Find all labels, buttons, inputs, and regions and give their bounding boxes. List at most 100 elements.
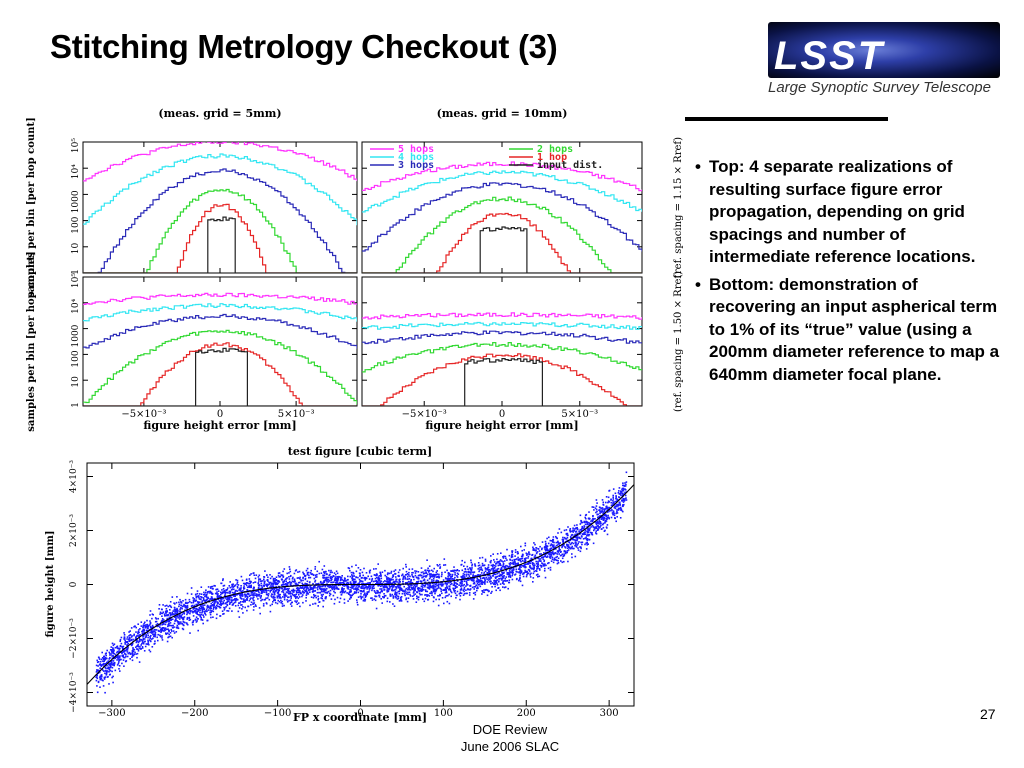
scatter-point — [236, 581, 239, 584]
scatter-point — [308, 574, 310, 577]
scatter-point — [198, 606, 201, 609]
scatter-point — [263, 585, 265, 588]
scatter-point — [508, 573, 510, 575]
scatter-point — [472, 598, 475, 600]
scatter-point — [437, 586, 440, 589]
scatter-point — [295, 583, 297, 586]
scatter-point — [389, 586, 391, 588]
scatter-point — [222, 597, 225, 600]
scatter-point — [313, 595, 316, 598]
scatter-point — [324, 588, 327, 590]
scatter-point — [228, 597, 230, 599]
scatter-point — [283, 587, 286, 589]
scatter-point — [305, 585, 308, 588]
scatter-point — [459, 581, 461, 584]
scatter-point — [478, 580, 480, 583]
scatter-point — [333, 572, 336, 574]
scatter-point — [341, 582, 344, 584]
scatter-point — [142, 642, 145, 645]
scatter-point — [496, 584, 499, 586]
scatter-point — [430, 592, 432, 594]
scatter-point — [559, 554, 562, 557]
scatter-point — [192, 599, 195, 602]
scatter-point — [548, 549, 550, 552]
scatter-point — [304, 582, 306, 585]
scatter-point — [348, 598, 351, 600]
scatter-point — [339, 597, 342, 600]
scatter-point — [120, 636, 123, 639]
scatter-point — [432, 579, 435, 582]
scatter-point — [298, 596, 301, 598]
scatter-point — [619, 492, 622, 495]
scatter-point — [274, 599, 276, 602]
scatter-point — [385, 580, 388, 583]
scatter-point — [339, 579, 342, 581]
scatter-point — [469, 571, 472, 574]
scatter-point — [586, 541, 588, 544]
x-axis-label: figure height error [mm] — [425, 419, 578, 432]
scatter-point — [597, 513, 599, 516]
scatter-point — [127, 652, 130, 655]
scatter-point — [275, 586, 277, 588]
scatter-point — [163, 628, 166, 631]
scatter-point — [434, 574, 436, 577]
scatter-point — [288, 578, 291, 580]
scatter-point — [509, 568, 511, 571]
scatter-point — [476, 578, 478, 580]
scatter-point — [140, 621, 143, 623]
scatter-point — [526, 554, 528, 556]
scatter-point — [276, 587, 278, 589]
scatter-point — [96, 685, 98, 687]
scatter-point — [498, 580, 500, 582]
scatter-point — [611, 509, 613, 511]
scatter-point — [392, 578, 394, 581]
scatter-point — [501, 571, 503, 573]
scatter-point — [455, 582, 457, 584]
scatter-point — [136, 639, 138, 642]
scatter-point — [340, 590, 342, 593]
scatter-point — [562, 541, 565, 543]
scatter-point — [538, 568, 541, 570]
scatter-point — [147, 634, 149, 637]
scatter-point — [453, 578, 455, 580]
scatter-point — [328, 586, 330, 589]
scatter-point — [182, 611, 185, 614]
scatter-point — [137, 643, 139, 646]
scatter-point — [252, 592, 254, 595]
scatter-point — [168, 616, 171, 619]
scatter-point — [373, 590, 376, 592]
scatter-point — [524, 565, 526, 568]
scatter-point — [489, 577, 492, 579]
scatter-point — [379, 571, 381, 574]
scatter-point — [407, 583, 409, 586]
scatter-point — [532, 567, 534, 570]
scatter-point — [272, 582, 275, 585]
scatter-point — [338, 601, 341, 603]
scatter-point — [311, 573, 313, 576]
scatter-point — [568, 546, 570, 549]
scatter-point — [567, 560, 569, 563]
scatter-point — [446, 569, 448, 572]
scatter-point — [359, 590, 362, 592]
scatter-point — [449, 581, 452, 583]
scatter-point — [330, 598, 333, 600]
scatter-point — [511, 578, 514, 581]
scatter-point — [431, 575, 433, 578]
scatter-point — [134, 651, 136, 654]
scatter-point — [256, 595, 258, 598]
scatter-point — [306, 583, 308, 585]
scatter-point — [269, 604, 272, 607]
scatter-point — [546, 545, 548, 547]
scatter-point — [598, 526, 600, 528]
scatter-point — [615, 498, 618, 500]
scatter-point — [441, 584, 443, 587]
scatter-point — [162, 622, 165, 624]
scatter-point — [604, 522, 606, 524]
scatter-point — [562, 544, 565, 547]
scatter-point — [471, 586, 474, 589]
scatter-point — [239, 601, 242, 603]
scatter-point — [370, 597, 372, 599]
x-axis-label: FP x coordinate [mm] — [293, 711, 427, 724]
scatter-point — [139, 645, 141, 648]
scatter-point — [292, 588, 295, 591]
